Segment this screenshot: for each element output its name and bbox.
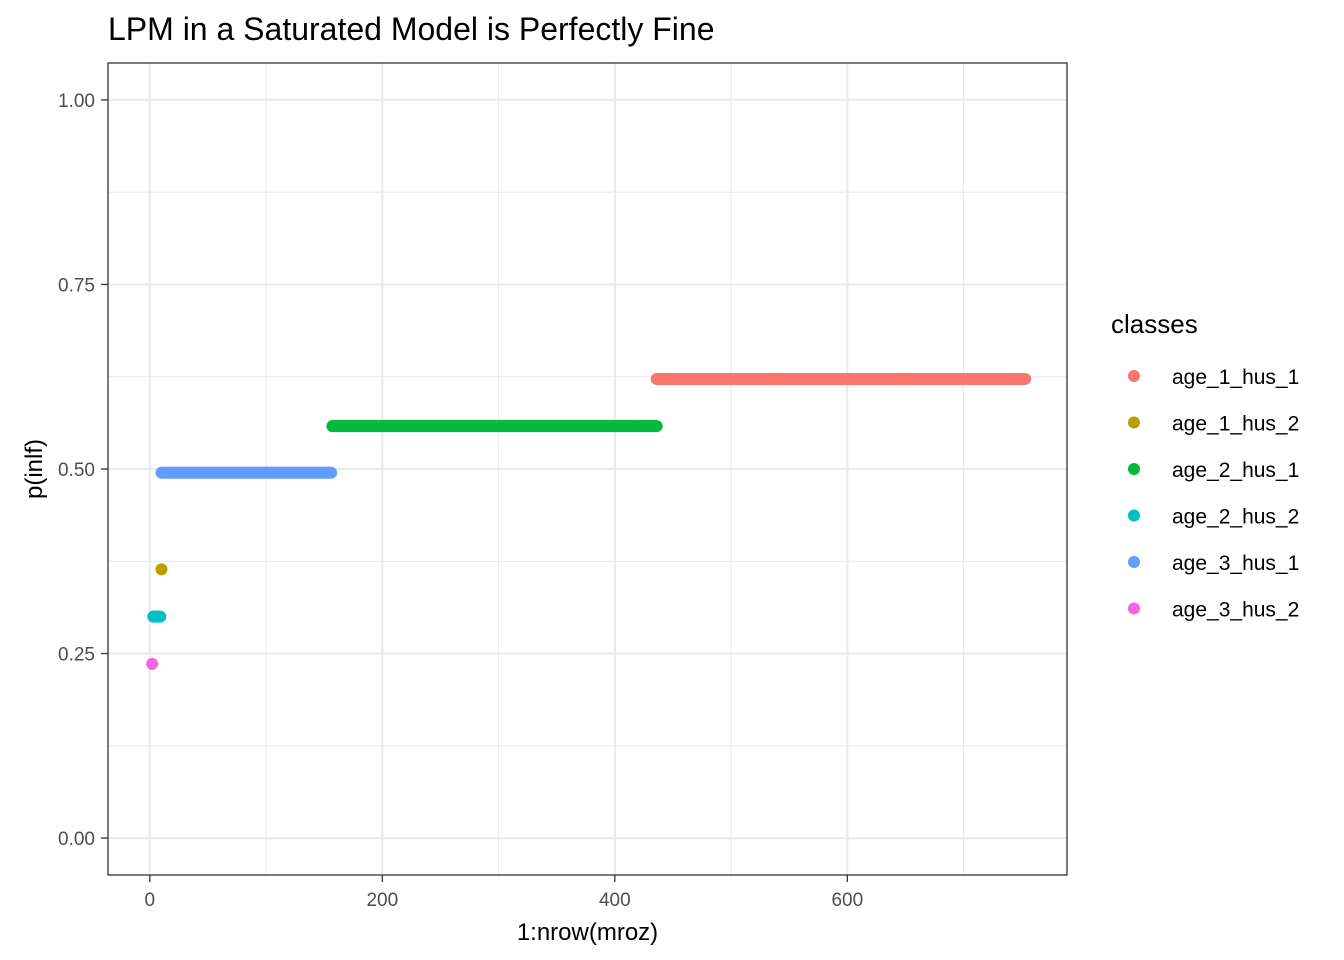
x-axis-title: 1:nrow(mroz) <box>517 919 658 946</box>
y-tick-label: 0.75 <box>58 275 95 296</box>
point-age-1-hus-1 <box>1019 372 1032 385</box>
legend-item-age-2-hus-2: age_2_hus_2 <box>1128 506 1299 529</box>
point-age-2-hus-2 <box>154 610 167 623</box>
series-age-3-hus-1 <box>155 466 338 479</box>
legend-item-age-1-hus-1: age_1_hus_1 <box>1128 366 1299 389</box>
series-age-2-hus-2 <box>147 610 167 623</box>
legend-item-age-3-hus-2: age_3_hus_2 <box>1128 599 1299 622</box>
data-points <box>146 372 1032 670</box>
point-age-3-hus-1 <box>325 466 338 479</box>
x-axis: 0 200 400 600 <box>145 875 863 911</box>
y-axis-title: p(inlf) <box>21 439 48 499</box>
legend-key <box>1128 416 1140 429</box>
legend-title: classes <box>1111 309 1198 339</box>
legend-key <box>1128 602 1140 615</box>
y-tick-label: 1.00 <box>58 91 95 112</box>
legend-key <box>1128 370 1140 382</box>
series-age-1-hus-2 <box>155 563 168 576</box>
y-tick-label: 0.00 <box>58 829 95 850</box>
legend-item-age-2-hus-1: age_2_hus_1 <box>1128 459 1299 482</box>
legend: classes age_1_hus_1 age_1_hus_2 age_2_hus_… <box>1111 309 1299 622</box>
point-age-3-hus-2 <box>146 657 159 670</box>
legend-key <box>1128 463 1140 475</box>
y-tick-label: 0.50 <box>58 460 95 481</box>
legend-label: age_1_hus_1 <box>1172 366 1299 389</box>
x-tick-label: 400 <box>599 890 631 911</box>
legend-item-age-1-hus-2: age_1_hus_2 <box>1128 413 1299 436</box>
legend-label: age_3_hus_1 <box>1172 552 1299 575</box>
legend-key <box>1128 509 1140 522</box>
y-axis: 0.00 0.25 0.50 0.75 1.00 <box>58 91 108 850</box>
series-age-1-hus-1 <box>650 372 1032 385</box>
point-age-1-hus-2 <box>155 563 168 576</box>
legend-label: age_3_hus_2 <box>1172 599 1299 622</box>
series-age-2-hus-1 <box>326 420 663 433</box>
x-tick-label: 0 <box>145 890 156 911</box>
legend-label: age_1_hus_2 <box>1172 413 1299 436</box>
y-tick-label: 0.25 <box>58 645 95 666</box>
legend-key <box>1128 556 1140 568</box>
x-tick-label: 600 <box>831 890 863 911</box>
legend-label: age_2_hus_1 <box>1172 459 1299 482</box>
x-tick-label: 200 <box>366 890 398 911</box>
major-gridlines <box>108 63 1067 875</box>
series-age-3-hus-2 <box>146 657 159 670</box>
chart-title: LPM in a Saturated Model is Perfectly Fi… <box>108 11 715 47</box>
legend-item-age-3-hus-1: age_3_hus_1 <box>1128 552 1299 575</box>
point-age-2-hus-1 <box>650 420 663 433</box>
legend-items: age_1_hus_1 age_1_hus_2 age_2_hus_1 age_2_h… <box>1128 366 1299 622</box>
legend-label: age_2_hus_2 <box>1172 506 1299 529</box>
